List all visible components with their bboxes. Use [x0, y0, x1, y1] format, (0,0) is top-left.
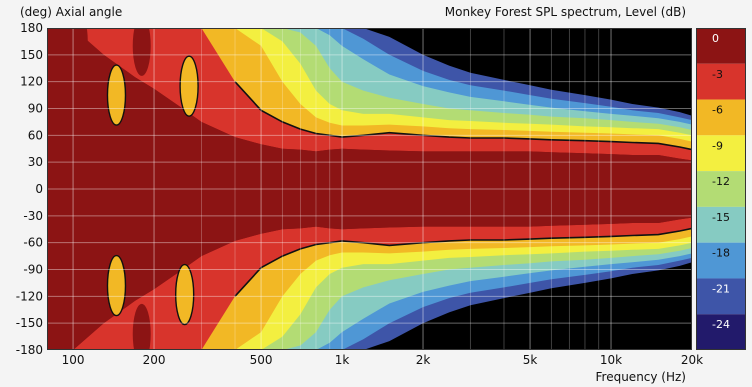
colorbar-label: -6: [712, 104, 723, 117]
lobe-region: [132, 28, 151, 76]
colorbar-swatch: [696, 135, 746, 172]
y-tick-label: 180: [20, 21, 43, 35]
y-tick-label: 90: [28, 102, 43, 116]
colorbar-swatch: [696, 242, 746, 279]
colorbar-frame: [696, 28, 746, 350]
x-tick-label: 5k: [523, 353, 538, 367]
x-axis-label: Frequency (Hz): [596, 370, 687, 384]
x-axis-ticks: 100 200 500 1k 2k 5k 10k 20k: [62, 353, 704, 367]
lobe-region: [132, 303, 151, 350]
y-tick-label: -60: [23, 236, 43, 250]
plot-frame: [47, 28, 692, 350]
grid-lines: [47, 28, 692, 350]
colorbar-swatch: [696, 278, 746, 315]
y-tick-label: 120: [20, 75, 43, 89]
colorbar-swatch: [696, 171, 746, 207]
lobe-region: [179, 55, 199, 117]
chart-title: Monkey Forest SPL spectrum, Level (dB): [445, 5, 686, 19]
y-axis-ticks: 180 150 120 90 60 30 0 -30 -60 -90 -120 -150 -180: [16, 21, 43, 357]
colorbar-label: -3: [712, 68, 723, 81]
y-tick-label: 30: [28, 155, 43, 169]
y-axis-label: (deg) Axial angle: [20, 5, 122, 19]
colorbar-label: -12: [712, 175, 730, 188]
x-tick-label: 200: [143, 353, 166, 367]
y-tick-label: -180: [16, 343, 43, 357]
colorbar-swatch: [696, 314, 746, 350]
x-tick-label: 2k: [416, 353, 431, 367]
colorbar-label: 0: [712, 32, 719, 45]
y-tick-label: -30: [23, 209, 43, 223]
colorbar-label: -15: [712, 211, 730, 224]
heatmap-plot-area: [47, 28, 692, 350]
contour-line: [234, 81, 692, 151]
y-tick-label: -120: [16, 289, 43, 303]
x-tick-label: 500: [250, 353, 273, 367]
colorbar-label: -9: [712, 139, 723, 152]
x-tick-label: 20k: [681, 353, 703, 367]
lobe-region: [174, 263, 195, 326]
colorbar-swatch: [696, 63, 746, 100]
x-tick-label: 10k: [600, 353, 622, 367]
lobe-region: [106, 254, 127, 317]
y-tick-label: 0: [35, 182, 43, 196]
colorbar-swatch: [696, 99, 746, 136]
y-tick-label: 60: [28, 128, 43, 142]
colorbar-legend: 0 -3 -6 -9 -12 -15 -18 -21 -24: [696, 28, 746, 350]
lobe-region: [106, 64, 127, 126]
colorbar-label: -18: [712, 247, 730, 260]
y-tick-label: -150: [16, 316, 43, 330]
colorbar-label: -24: [712, 318, 730, 331]
level-band-region: [47, 28, 692, 350]
colorbar-swatch: [696, 206, 746, 243]
colorbar-label: -21: [712, 282, 730, 295]
x-tick-label: 100: [62, 353, 85, 367]
colorbar-swatch: [696, 28, 746, 64]
contour-line: [234, 227, 692, 297]
y-tick-label: -90: [23, 263, 43, 277]
x-tick-label: 1k: [335, 353, 350, 367]
lobe-region: [69, 28, 88, 72]
y-tick-label: 150: [20, 48, 43, 62]
